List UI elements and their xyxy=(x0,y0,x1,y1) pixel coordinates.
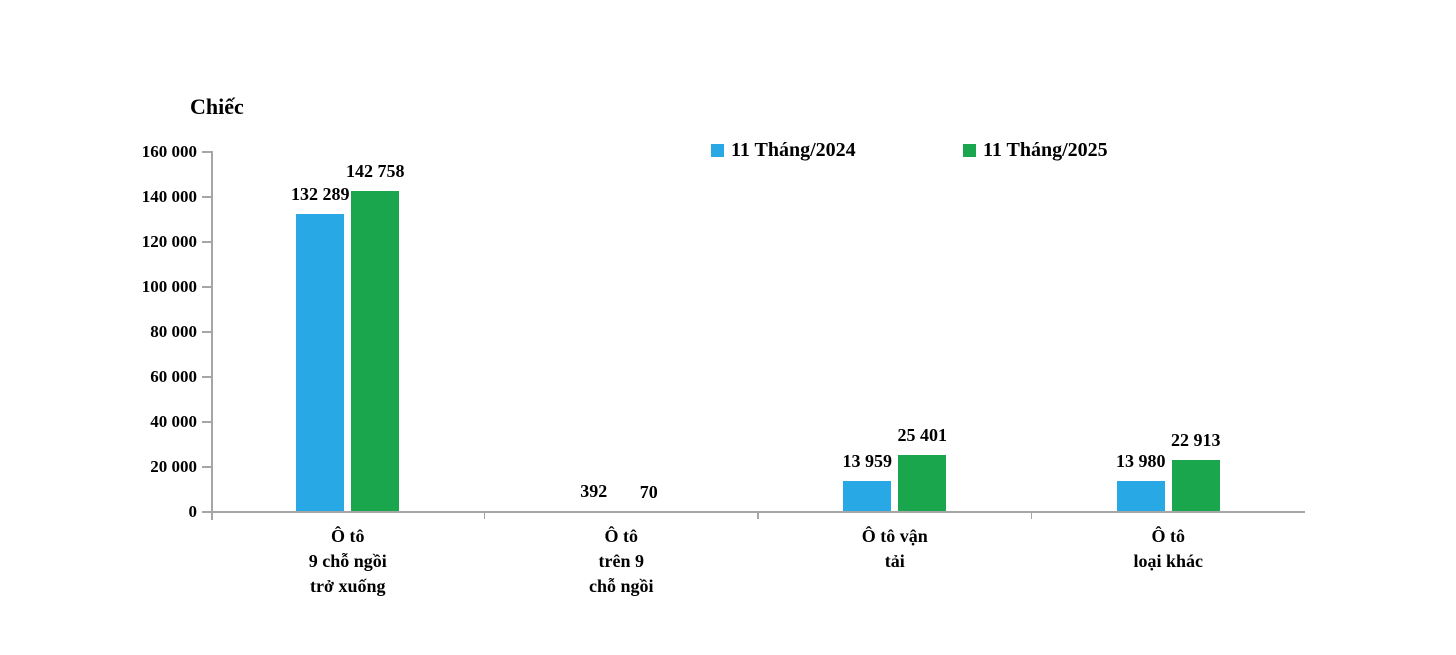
bar-series2-cat1 xyxy=(351,190,400,512)
x-category-label-line: tải xyxy=(884,551,905,571)
x-category-label-line: Ô tô vận xyxy=(861,526,928,546)
y-axis-tick-label: 140 000 xyxy=(141,187,197,206)
x-category-label: Ô tô trên 9 chỗ ngồi xyxy=(484,524,758,599)
y-axis-tick xyxy=(202,196,211,198)
y-axis-tick-label: 160 000 xyxy=(141,142,197,161)
x-axis-category-tick xyxy=(483,511,486,519)
y-axis-tick-label: 80 000 xyxy=(150,322,197,341)
y-axis-tick-label: 40 000 xyxy=(150,412,197,431)
x-category-label-line: chỗ ngồi xyxy=(588,576,654,596)
legend-label: 11 Tháng/2025 xyxy=(983,138,1108,161)
x-category-label-line: trên 9 xyxy=(598,551,644,571)
x-axis-category-tick xyxy=(757,511,759,519)
x-category-label: Ô tô vận tải xyxy=(758,524,1032,574)
y-axis-tick-label: 120 000 xyxy=(141,232,197,251)
bar-value-label: 22 913 xyxy=(1171,430,1221,451)
legend-label: 11 Tháng/2024 xyxy=(731,138,856,161)
x-category-label-line: trở xuống xyxy=(310,576,386,596)
bar-value-label: 70 xyxy=(639,481,658,502)
legend-swatch-icon xyxy=(711,143,724,157)
y-axis-tick xyxy=(202,421,211,423)
bar-value-label: 132 289 xyxy=(291,184,350,205)
x-category-label-line: 9 chỗ ngồi xyxy=(308,551,387,571)
legend-item-1: 11 Tháng/2024 xyxy=(711,138,856,162)
x-category-label-line: Ô tô xyxy=(604,526,639,546)
legend-item-2: 11 Tháng/2025 xyxy=(963,138,1108,162)
y-axis-tick xyxy=(202,151,211,153)
x-category-label-line: Ô tô xyxy=(331,526,365,546)
x-category-label-line: loại khác xyxy=(1133,551,1203,571)
y-axis-tick-label: 60 000 xyxy=(150,367,197,386)
y-axis-tick-label: 20 000 xyxy=(150,457,197,476)
y-axis-tick xyxy=(202,376,211,378)
bar-series1-cat4 xyxy=(1116,480,1165,512)
bar-value-label: 392 xyxy=(580,481,608,502)
y-axis-tick xyxy=(202,466,211,468)
bar-value-label: 13 959 xyxy=(842,450,893,471)
y-axis-tick xyxy=(202,241,211,243)
y-axis-tick xyxy=(202,286,211,288)
x-category-label-line: Ô tô xyxy=(1151,526,1186,546)
bar-value-label: 25 401 xyxy=(897,424,948,445)
y-axis-tick xyxy=(202,511,211,513)
y-axis-units-label: Chiếc xyxy=(190,94,244,119)
legend-swatch-icon xyxy=(963,143,976,157)
bar-series2-cat3 xyxy=(898,454,947,512)
x-category-label: Ô tô 9 chỗ ngồi trở xuống xyxy=(211,524,485,599)
bar-series1-cat3 xyxy=(843,480,892,512)
bar-value-label: 142 758 xyxy=(346,160,405,181)
plot-area: 132 289 142 758 392 70 13 959 25 401 13 980 22 … xyxy=(211,152,1305,512)
bar-value-label: 13 980 xyxy=(1116,450,1166,471)
y-axis-tick-label: 100 000 xyxy=(141,277,197,296)
bar-series2-cat4 xyxy=(1171,460,1220,512)
x-axis-category-tick xyxy=(1030,511,1033,519)
y-axis-tick xyxy=(202,331,211,333)
y-axis-line xyxy=(211,151,213,520)
x-category-label: Ô tô loại khác xyxy=(1031,524,1305,574)
y-axis-tick-label: 0 xyxy=(188,502,198,521)
bar-series1-cat1 xyxy=(296,214,345,512)
